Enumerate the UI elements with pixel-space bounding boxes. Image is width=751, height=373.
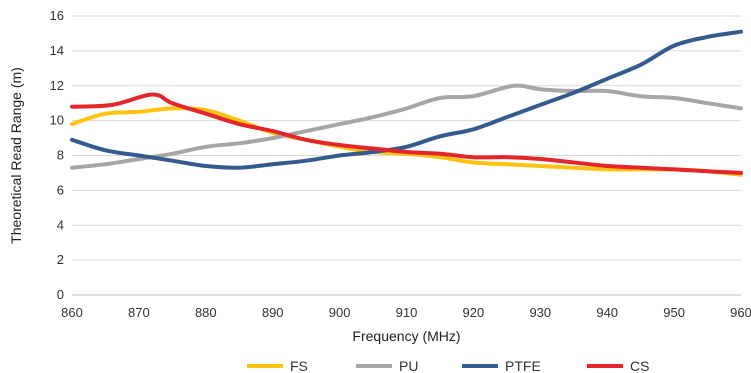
x-tick-label: 880 (195, 305, 217, 320)
y-tick-label: 0 (57, 287, 64, 302)
x-tick-label: 950 (663, 305, 685, 320)
x-tick-label: 930 (529, 305, 551, 320)
x-tick-label: 870 (128, 305, 150, 320)
x-axis-label: Frequency (MHz) (352, 328, 460, 344)
y-axis-ticks: 0 2 4 6 8 10 12 14 16 (50, 8, 64, 302)
series-line-fs (70, 106, 743, 177)
x-tick-label: 910 (396, 305, 418, 320)
y-tick-label: 10 (50, 113, 64, 128)
legend-label-ptfe: PTFE (505, 358, 541, 373)
series-line-pu (70, 83, 743, 170)
y-tick-label: 4 (57, 217, 64, 232)
x-tick-label: 900 (329, 305, 351, 320)
series-lines (70, 29, 743, 177)
x-tick-label: 920 (463, 305, 485, 320)
series-line-ptfe (70, 29, 743, 170)
y-tick-label: 2 (57, 252, 64, 267)
legend-label-cs: CS (630, 358, 649, 373)
x-axis-ticks: 860 870 880 890 900 910 920 930 940 950 960 (61, 305, 751, 320)
legend-label-pu: PU (399, 358, 418, 373)
x-tick-label: 890 (262, 305, 284, 320)
x-tick-label: 940 (596, 305, 618, 320)
x-tick-label: 960 (730, 305, 751, 320)
legend: FS PU PTFE CS (247, 358, 649, 373)
y-tick-label: 8 (57, 148, 64, 163)
y-tick-label: 6 (57, 182, 64, 197)
y-tick-label: 14 (50, 43, 64, 58)
y-tick-label: 16 (50, 8, 64, 23)
y-tick-label: 12 (50, 78, 64, 93)
y-axis-label: Theoretical Read Range (m) (8, 67, 24, 244)
series-line-cs (70, 92, 743, 175)
x-tick-label: 860 (61, 305, 83, 320)
legend-label-fs: FS (290, 358, 308, 373)
